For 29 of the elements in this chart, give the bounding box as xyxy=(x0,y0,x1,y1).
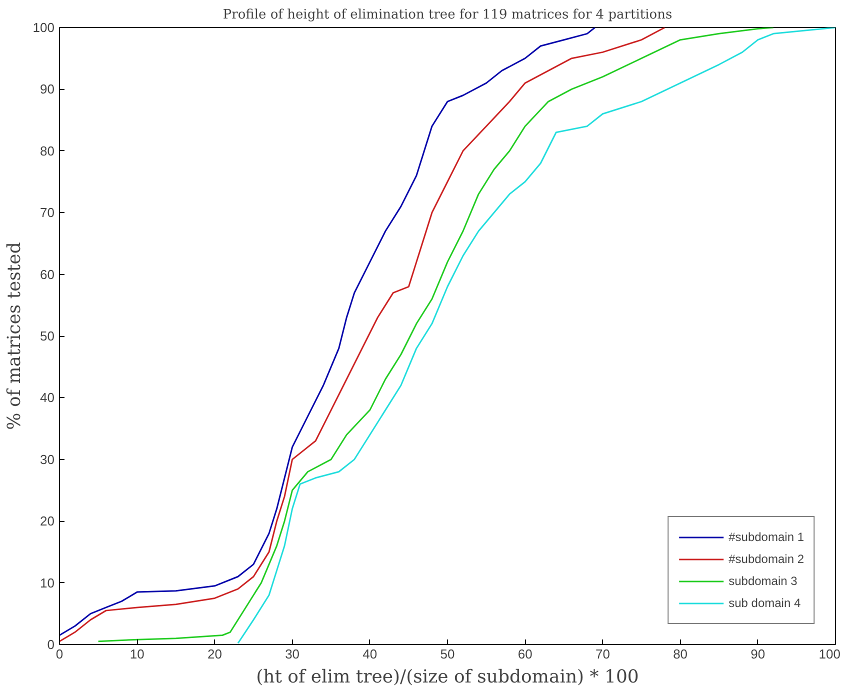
y-tick-label: 70 xyxy=(40,205,55,220)
y-tick-label: 100 xyxy=(32,20,55,35)
legend-label: #subdomain 2 xyxy=(728,552,804,566)
y-tick-label: 0 xyxy=(47,637,55,652)
y-tick-label: 20 xyxy=(40,514,55,529)
x-tick-label: 30 xyxy=(285,646,300,662)
y-axis-title: % of matrices tested xyxy=(4,242,25,430)
y-tick-label: 90 xyxy=(40,82,55,97)
x-tick-label: 40 xyxy=(362,646,378,662)
x-tick-label: 90 xyxy=(750,646,766,662)
x-tick-label: 100 xyxy=(818,646,841,662)
legend-label: sub domain 4 xyxy=(728,596,801,610)
x-tick-label: 70 xyxy=(595,646,610,662)
y-tick-label: 40 xyxy=(40,390,55,406)
x-tick-label: 50 xyxy=(440,646,455,662)
x-tick-label: 20 xyxy=(207,646,222,662)
x-tick-label: 10 xyxy=(130,646,144,662)
x-tick-label: 80 xyxy=(673,646,688,662)
legend-label: #subdomain 1 xyxy=(728,530,804,544)
y-tick-label: 50 xyxy=(40,328,55,344)
chart-title: Profile of height of elimination tree for 119 matrices for 4 partitions xyxy=(222,8,672,22)
legend-label: subdomain 3 xyxy=(728,574,798,588)
y-tick-label: 30 xyxy=(40,452,55,467)
y-tick-label: 60 xyxy=(40,266,55,282)
y-tick-label: 10 xyxy=(40,575,55,590)
x-tick-label: 60 xyxy=(518,646,532,662)
line-series xyxy=(237,28,836,644)
x-axis-title: (ht of elim tree)/(size of subdomain) * 100 xyxy=(256,666,639,688)
y-tick-label: 80 xyxy=(40,143,55,158)
